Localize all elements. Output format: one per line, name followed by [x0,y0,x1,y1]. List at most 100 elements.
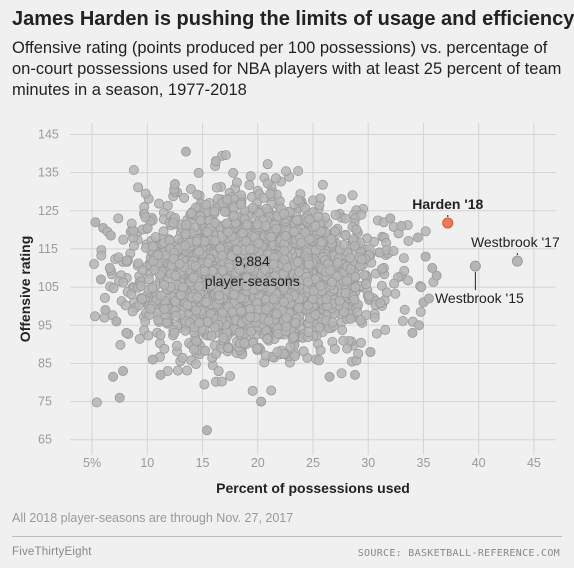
player-season-point [219,206,230,217]
player-season-point [199,266,210,277]
player-season-point [336,368,347,379]
y-tick-label: 145 [38,127,59,141]
player-season-point [359,270,370,281]
player-season-point [170,311,181,322]
player-season-point [266,231,277,242]
source-credit: SOURCE: BASKETBALL-REFERENCE.COM [357,548,560,559]
player-season-point [192,292,203,303]
player-season-point [159,279,170,290]
player-season-point [261,304,272,315]
player-season-point [222,194,233,205]
player-season-point [217,250,228,261]
player-season-point [308,286,319,297]
player-season-point [427,263,438,274]
player-season-point [349,369,360,380]
player-season-point [334,295,345,306]
player-season-point [324,371,335,382]
player-season-point [195,215,206,226]
player-season-point [407,327,418,338]
player-season-point [281,321,292,332]
player-season-point [217,307,228,318]
player-season-point [95,274,106,285]
player-season-point [104,263,115,274]
player-season-point [126,289,137,300]
player-season-point [399,304,410,315]
player-season-point [345,252,356,263]
player-season-point [201,425,212,436]
player-season-point [180,229,191,240]
player-season-point [188,272,199,283]
player-season-point [342,343,353,354]
chart-title: James Harden is pushing the limits of us… [12,8,574,30]
y-tick-label: 105 [38,280,59,294]
player-season-point [228,167,239,178]
x-tick-label: 45 [527,456,541,470]
player-season-point [223,227,234,238]
player-season-point [88,258,99,269]
player-season-point [105,230,116,241]
y-tick-label: 125 [38,204,59,218]
player-season-point [171,340,182,351]
player-season-point [327,317,338,328]
player-season-point [126,218,137,229]
player-season-point [415,306,426,317]
player-season-point [143,330,154,341]
player-season-point [397,316,408,327]
player-season-point [355,315,366,326]
player-season-point [313,355,324,366]
player-season-point [278,282,289,293]
player-season-point [385,213,396,224]
player-season-point [261,203,272,214]
player-season-point [402,275,413,286]
player-season-point [245,326,256,337]
player-season-point [127,306,138,317]
player-season-point [291,215,302,226]
player-season-point [96,250,107,261]
player-season-point [260,220,271,231]
player-season-point [178,282,189,293]
player-season-point [210,156,221,167]
player-season-point [170,296,181,307]
player-season-point [227,307,238,318]
player-season-point [90,311,101,322]
player-season-point [159,343,170,354]
player-season-point [316,237,327,248]
footnote: All 2018 player-seasons are through Nov.… [12,511,294,525]
player-season-point [155,369,166,380]
player-season-point [260,350,271,361]
player-season-point [315,193,326,204]
player-season-point [118,277,129,288]
player-season-point [278,297,289,308]
player-season-point [390,288,401,299]
player-season-point [206,280,217,291]
player-season-point [206,330,217,341]
player-season-point [355,337,366,348]
player-season-point [398,253,409,264]
player-season-point [363,290,374,301]
player-season-point [147,354,158,365]
player-season-point [270,173,281,184]
player-season-point [113,252,124,263]
player-season-point [229,289,240,300]
player-season-point [159,303,170,314]
x-tick-label: 25 [306,456,320,470]
player-season-point [111,316,122,327]
player-season-point [381,287,392,298]
player-season-point [264,276,275,287]
player-season-point [234,264,245,275]
player-season-point [118,234,129,245]
player-season-point [388,245,399,256]
player-season-point [326,234,337,245]
player-season-point [182,300,193,311]
x-axis-title: Percent of possessions used [216,480,410,496]
player-season-point [169,179,180,190]
x-tick-label: 10 [140,456,154,470]
player-season-point [153,315,164,326]
player-label: Westbrook '17 [471,234,560,250]
player-season-point [300,227,311,238]
player-season-point [91,397,102,408]
player-season-point [188,344,199,355]
player-season-point [140,188,151,199]
player-season-point [137,265,148,276]
player-season-point [172,365,183,376]
